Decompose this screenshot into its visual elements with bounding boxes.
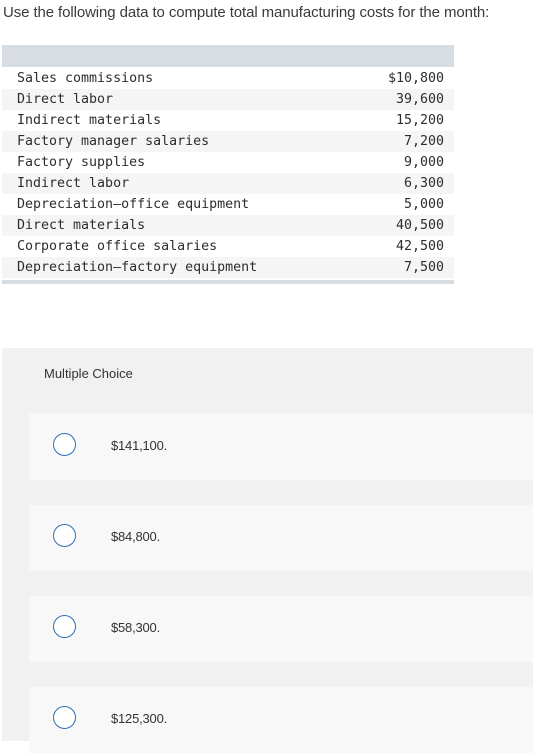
table-row: Indirect materials 15,200 (2, 110, 454, 131)
row-label: Depreciation—office equipment (17, 197, 250, 212)
row-label: Corporate office salaries (17, 239, 218, 254)
choice-option-1[interactable]: $141,100. (29, 414, 533, 480)
choice-label: $125,300. (111, 711, 168, 726)
row-value: 7,500 (403, 260, 444, 275)
choice-option-4[interactable]: $125,300. (29, 687, 533, 753)
radio-button[interactable] (53, 524, 76, 547)
row-label: Depreciation—factory equipment (17, 260, 258, 275)
choice-label: $58,300. (111, 620, 161, 635)
choice-option-3[interactable]: $58,300. (29, 596, 533, 662)
radio-button[interactable] (53, 615, 76, 638)
row-value: 9,000 (403, 155, 444, 170)
row-value: 15,200 (395, 113, 444, 128)
choice-label: $141,100. (111, 438, 168, 453)
row-value: 42,500 (395, 239, 444, 254)
table-row: Depreciation—factory equipment 7,500 (2, 257, 454, 278)
row-value: 7,200 (403, 134, 444, 149)
row-label: Factory supplies (17, 155, 146, 170)
radio-button[interactable] (53, 433, 76, 456)
table-row: Factory supplies 9,000 (2, 152, 454, 173)
cost-data-table: Sales commissions $10,800 Direct labor 3… (2, 45, 454, 284)
choice-option-2[interactable]: $84,800. (29, 505, 533, 571)
table-row: Factory manager salaries 7,200 (2, 131, 454, 152)
row-value: 40,500 (395, 218, 444, 233)
row-label: Direct materials (17, 218, 146, 233)
table-row: Sales commissions $10,800 (2, 68, 454, 89)
table-row: Depreciation—office equipment 5,000 (2, 194, 454, 215)
table-rows: Sales commissions $10,800 Direct labor 3… (2, 67, 454, 278)
table-header-bar (2, 45, 454, 67)
multiple-choice-panel: Multiple Choice $141,100. $84,800. $58,3… (2, 348, 533, 753)
row-value: 39,600 (395, 92, 444, 107)
question-text: Use the following data to compute total … (3, 4, 490, 21)
row-label: Indirect materials (17, 113, 162, 128)
table-row: Corporate office salaries 42,500 (2, 236, 454, 257)
radio-button[interactable] (53, 706, 76, 729)
table-row: Direct materials 40,500 (2, 215, 454, 236)
row-value: $10,800 (387, 71, 444, 86)
row-value: 5,000 (403, 197, 444, 212)
table-row: Indirect labor 6,300 (2, 173, 454, 194)
multiple-choice-heading: Multiple Choice (44, 366, 133, 381)
table-row: Direct labor 39,600 (2, 89, 454, 110)
choice-label: $84,800. (111, 529, 161, 544)
row-label: Direct labor (17, 92, 114, 107)
row-label: Sales commissions (17, 71, 154, 86)
row-label: Indirect labor (17, 176, 130, 191)
table-footer-bar (2, 280, 454, 284)
row-label: Factory manager salaries (17, 134, 210, 149)
row-value: 6,300 (403, 176, 444, 191)
